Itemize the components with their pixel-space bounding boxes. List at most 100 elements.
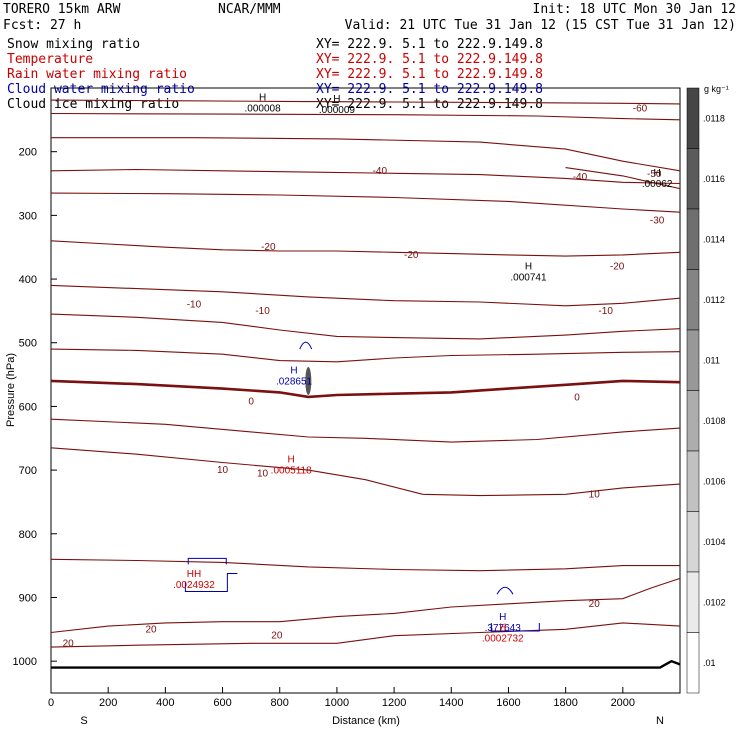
contour-label: -40 xyxy=(373,166,388,177)
contour-label: -10 xyxy=(598,306,613,317)
maximum-value: .0002732 xyxy=(482,634,524,645)
maximum-marker: H xyxy=(654,168,661,179)
contour-label: -40 xyxy=(573,172,588,183)
maximum-value: .377643 xyxy=(485,623,522,634)
contour-label: -30 xyxy=(650,215,665,226)
temperature-contour xyxy=(50,99,681,105)
legend-label-cloud-water: Cloud water mixing ratio xyxy=(7,82,195,97)
cloud-water-contour xyxy=(299,341,313,350)
x-tick-label: 0 xyxy=(48,697,54,709)
legend-xs-cloud-ice: XY= 222.9. 5.1 to 222.9.149.8 xyxy=(316,97,543,112)
contour-label: 20 xyxy=(63,638,75,649)
y-tick-label: 500 xyxy=(19,338,37,350)
y-tick-label: 1000 xyxy=(13,656,37,668)
temperature-contour xyxy=(50,558,680,572)
temperature-contour xyxy=(50,112,681,121)
maximum-marker: H xyxy=(333,94,340,105)
x-tick-label: 1000 xyxy=(325,697,349,709)
maximum-marker: H xyxy=(290,365,297,376)
y-tick-label: 600 xyxy=(19,401,37,413)
y-tick-label: 800 xyxy=(19,529,37,541)
contour-label: 10 xyxy=(217,465,229,476)
colorbar-label: .0104 xyxy=(703,537,726,547)
contour-label: 0 xyxy=(574,393,580,404)
colorbar-swatch xyxy=(686,148,700,210)
maximum-marker: HH xyxy=(187,569,201,580)
x-tick-label: 200 xyxy=(99,697,117,709)
colorbar: .0118 .0116 .0114 .0112 .011 .0108 .0106 .0104.… xyxy=(686,87,726,694)
maximum-marker: H xyxy=(525,262,532,273)
colorbar-swatch xyxy=(686,390,700,452)
header-init: Init: 18 UTC Mon 30 Jan 12 xyxy=(533,2,737,17)
maximum-value: .000008 xyxy=(244,104,281,115)
temperature-contour xyxy=(50,348,681,363)
colorbar-label: .0118 xyxy=(703,113,725,123)
temperature-contour xyxy=(50,379,681,399)
maximum-value: .028651 xyxy=(276,376,313,387)
temperature-contour xyxy=(50,577,681,634)
colorbar-label: .0114 xyxy=(703,234,725,244)
temperature-contour xyxy=(51,137,681,172)
y-tick-label: 200 xyxy=(19,147,37,159)
y-tick-label: 700 xyxy=(19,465,37,477)
temperature-contour xyxy=(50,240,681,257)
colorbar-label: .0108 xyxy=(703,416,726,426)
temperature-contour xyxy=(50,284,681,307)
colorbar-swatch xyxy=(686,511,700,573)
x-tick-label: 1200 xyxy=(382,697,406,709)
snow-shaded-core xyxy=(305,366,312,395)
y-axis-label: Pressure (hPa) xyxy=(5,353,17,427)
contour-label: -20 xyxy=(261,242,276,253)
colorbar-label: .0102 xyxy=(703,597,726,607)
colorbar-label: .0112 xyxy=(703,295,725,305)
temperature-contour xyxy=(50,168,681,185)
maximum-value: .0005118 xyxy=(271,465,312,476)
temperature-contour xyxy=(50,418,681,443)
legend-label-cloud-ice: Cloud ice mixing ratio xyxy=(7,97,179,112)
temperature-contour xyxy=(50,192,681,213)
contour-label: -10 xyxy=(187,300,202,311)
x-axis-label: Distance (km) xyxy=(332,715,400,727)
contour-label: -10 xyxy=(255,306,270,317)
y-tick-label: 400 xyxy=(19,274,37,286)
y-tick-label: 900 xyxy=(19,592,37,604)
cloud-water-contour xyxy=(490,586,540,632)
maximum-marker: H xyxy=(499,623,506,634)
x-tick-label: 800 xyxy=(271,697,289,709)
contour-label: 0 xyxy=(248,396,254,407)
colorbar-label: .01 xyxy=(703,658,716,668)
contour-label: -50 xyxy=(647,169,662,180)
legend-xs-cloud-water: XY= 222.9. 5.1 to 222.9.149.8 xyxy=(316,82,543,97)
temperature-contour xyxy=(50,622,681,648)
header-org: NCAR/MMM xyxy=(218,2,281,17)
x-tick-label: 2000 xyxy=(611,697,635,709)
x-axis: 0 200 400 600 800 1000 1200 1400 1600 1800 2000 xyxy=(48,687,635,709)
colorbar-unit: g kg⁻¹ xyxy=(704,84,729,94)
x-tick-label: 400 xyxy=(156,697,174,709)
colorbar-swatch xyxy=(686,269,700,331)
x-tick-label: 600 xyxy=(213,697,231,709)
y-tick-label: 300 xyxy=(19,210,37,222)
y-axis: 200 300 400 500 600 700 800 900 1000 xyxy=(13,147,57,668)
contour-label: -60 xyxy=(633,103,648,114)
colorbar-swatch xyxy=(686,329,700,391)
contour-label: -20 xyxy=(610,261,625,272)
temperature-contour xyxy=(565,167,681,190)
contour-label: 20 xyxy=(146,624,158,635)
colorbar-label: .0116 xyxy=(703,174,725,184)
x-tick-label: 1800 xyxy=(553,697,577,709)
maximum-value: .0024932 xyxy=(173,580,215,591)
contour-label: 10 xyxy=(257,468,269,479)
maximum-value: .000741 xyxy=(510,273,547,284)
north-label: N xyxy=(656,715,664,727)
temperature-contour xyxy=(50,313,681,340)
colorbar-swatch xyxy=(686,571,700,633)
temperature-contour xyxy=(50,447,681,497)
plot-area: -60 -50 -40 -40 -30 -20 -20 -20 -10 -10 -10 0 0 10 10 1… xyxy=(50,93,681,669)
maximum-marker: H xyxy=(288,454,295,465)
contour-label: -20 xyxy=(404,250,419,261)
x-tick-label: 1400 xyxy=(439,697,463,709)
legend-label-snow: Snow mixing ratio xyxy=(7,37,140,52)
legend-xs-snow: XY= 222.9. 5.1 to 222.9.149.8 xyxy=(316,37,543,52)
